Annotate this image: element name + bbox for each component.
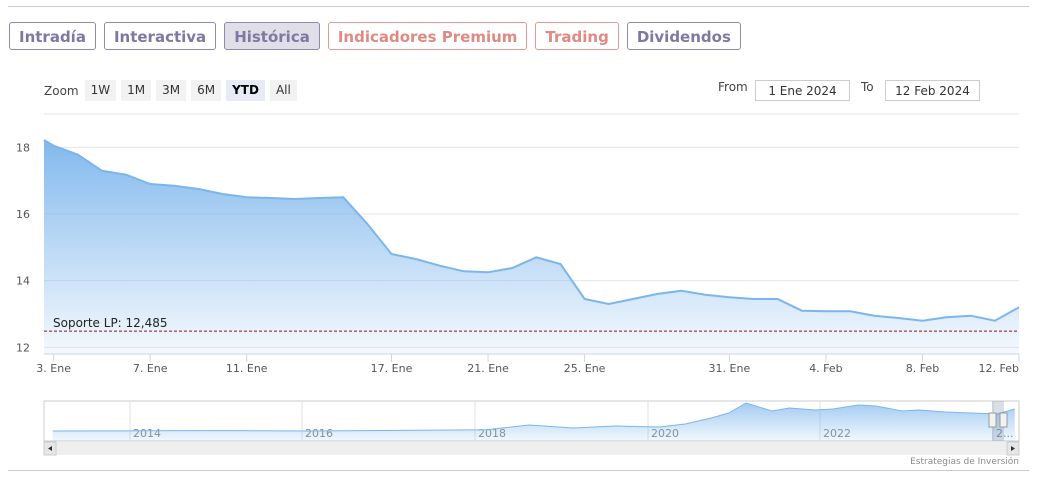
y-tick-label: 12 (16, 341, 30, 354)
zoom-1m-button[interactable]: 1M (121, 80, 152, 101)
scrollbar-track[interactable] (44, 442, 1019, 455)
navigator-line (52, 402, 1015, 432)
price-line (43, 139, 1020, 322)
bottom-divider (8, 470, 1029, 471)
chart-tabs: Intradía Interactiva Histórica Indicadores … (9, 22, 741, 50)
x-tick-label: 17. Ene (371, 362, 413, 375)
x-tick-label: 12. Feb (979, 362, 1019, 375)
zoom-controls: Zoom 1W 1M 3M 6M YTD All (44, 80, 302, 101)
y-tick-label: 18 (16, 141, 30, 154)
zoom-label: Zoom (44, 83, 79, 98)
zoom-ytd-button[interactable]: YTD (226, 80, 265, 101)
navigator-selection[interactable] (992, 401, 1004, 441)
price-area (44, 140, 1019, 354)
arrow-right-icon (1011, 446, 1015, 451)
support-label: Soporte LP: 12,485 (53, 316, 168, 330)
chart-credit: Estrategias de Inversión (910, 457, 1019, 467)
x-tick-label: 4. Feb (809, 362, 842, 375)
from-date-input[interactable]: 1 Ene 2024 (755, 80, 850, 101)
navigator-right-handle[interactable] (999, 412, 1008, 428)
top-divider (8, 6, 1029, 7)
tab-trading[interactable]: Trading (535, 22, 619, 50)
arrow-left-icon (48, 446, 52, 451)
navigator-left-handle[interactable] (988, 412, 997, 428)
y-tick-label: 16 (16, 208, 30, 221)
x-tick-label: 8. Feb (906, 362, 939, 375)
tab-indicadores-premium[interactable]: Indicadores Premium (327, 22, 528, 50)
tab-dividendos[interactable]: Dividendos (626, 22, 741, 50)
x-tick-label: 31. Ene (709, 362, 751, 375)
y-tick-label: 14 (16, 275, 30, 288)
zoom-1w-button[interactable]: 1W (84, 80, 117, 101)
tab-intradía[interactable]: Intradía (9, 22, 96, 50)
x-tick-label: 21. Ene (467, 362, 509, 375)
to-label: To (861, 80, 874, 94)
zoom-3m-button[interactable]: 3M (156, 80, 187, 101)
tab-histórica[interactable]: Histórica (224, 22, 320, 50)
x-tick-label: 11. Ene (226, 362, 268, 375)
x-tick-label: 3. Ene (36, 362, 71, 375)
zoom-6m-button[interactable]: 6M (191, 80, 222, 101)
navigator-area (52, 403, 1015, 441)
x-tick-label: 7. Ene (133, 362, 168, 375)
zoom-all-button[interactable]: All (269, 80, 297, 101)
x-tick-label: 25. Ene (564, 362, 606, 375)
from-label: From (718, 80, 748, 94)
tab-interactiva[interactable]: Interactiva (103, 22, 217, 50)
to-date-input[interactable]: 12 Feb 2024 (885, 80, 980, 101)
